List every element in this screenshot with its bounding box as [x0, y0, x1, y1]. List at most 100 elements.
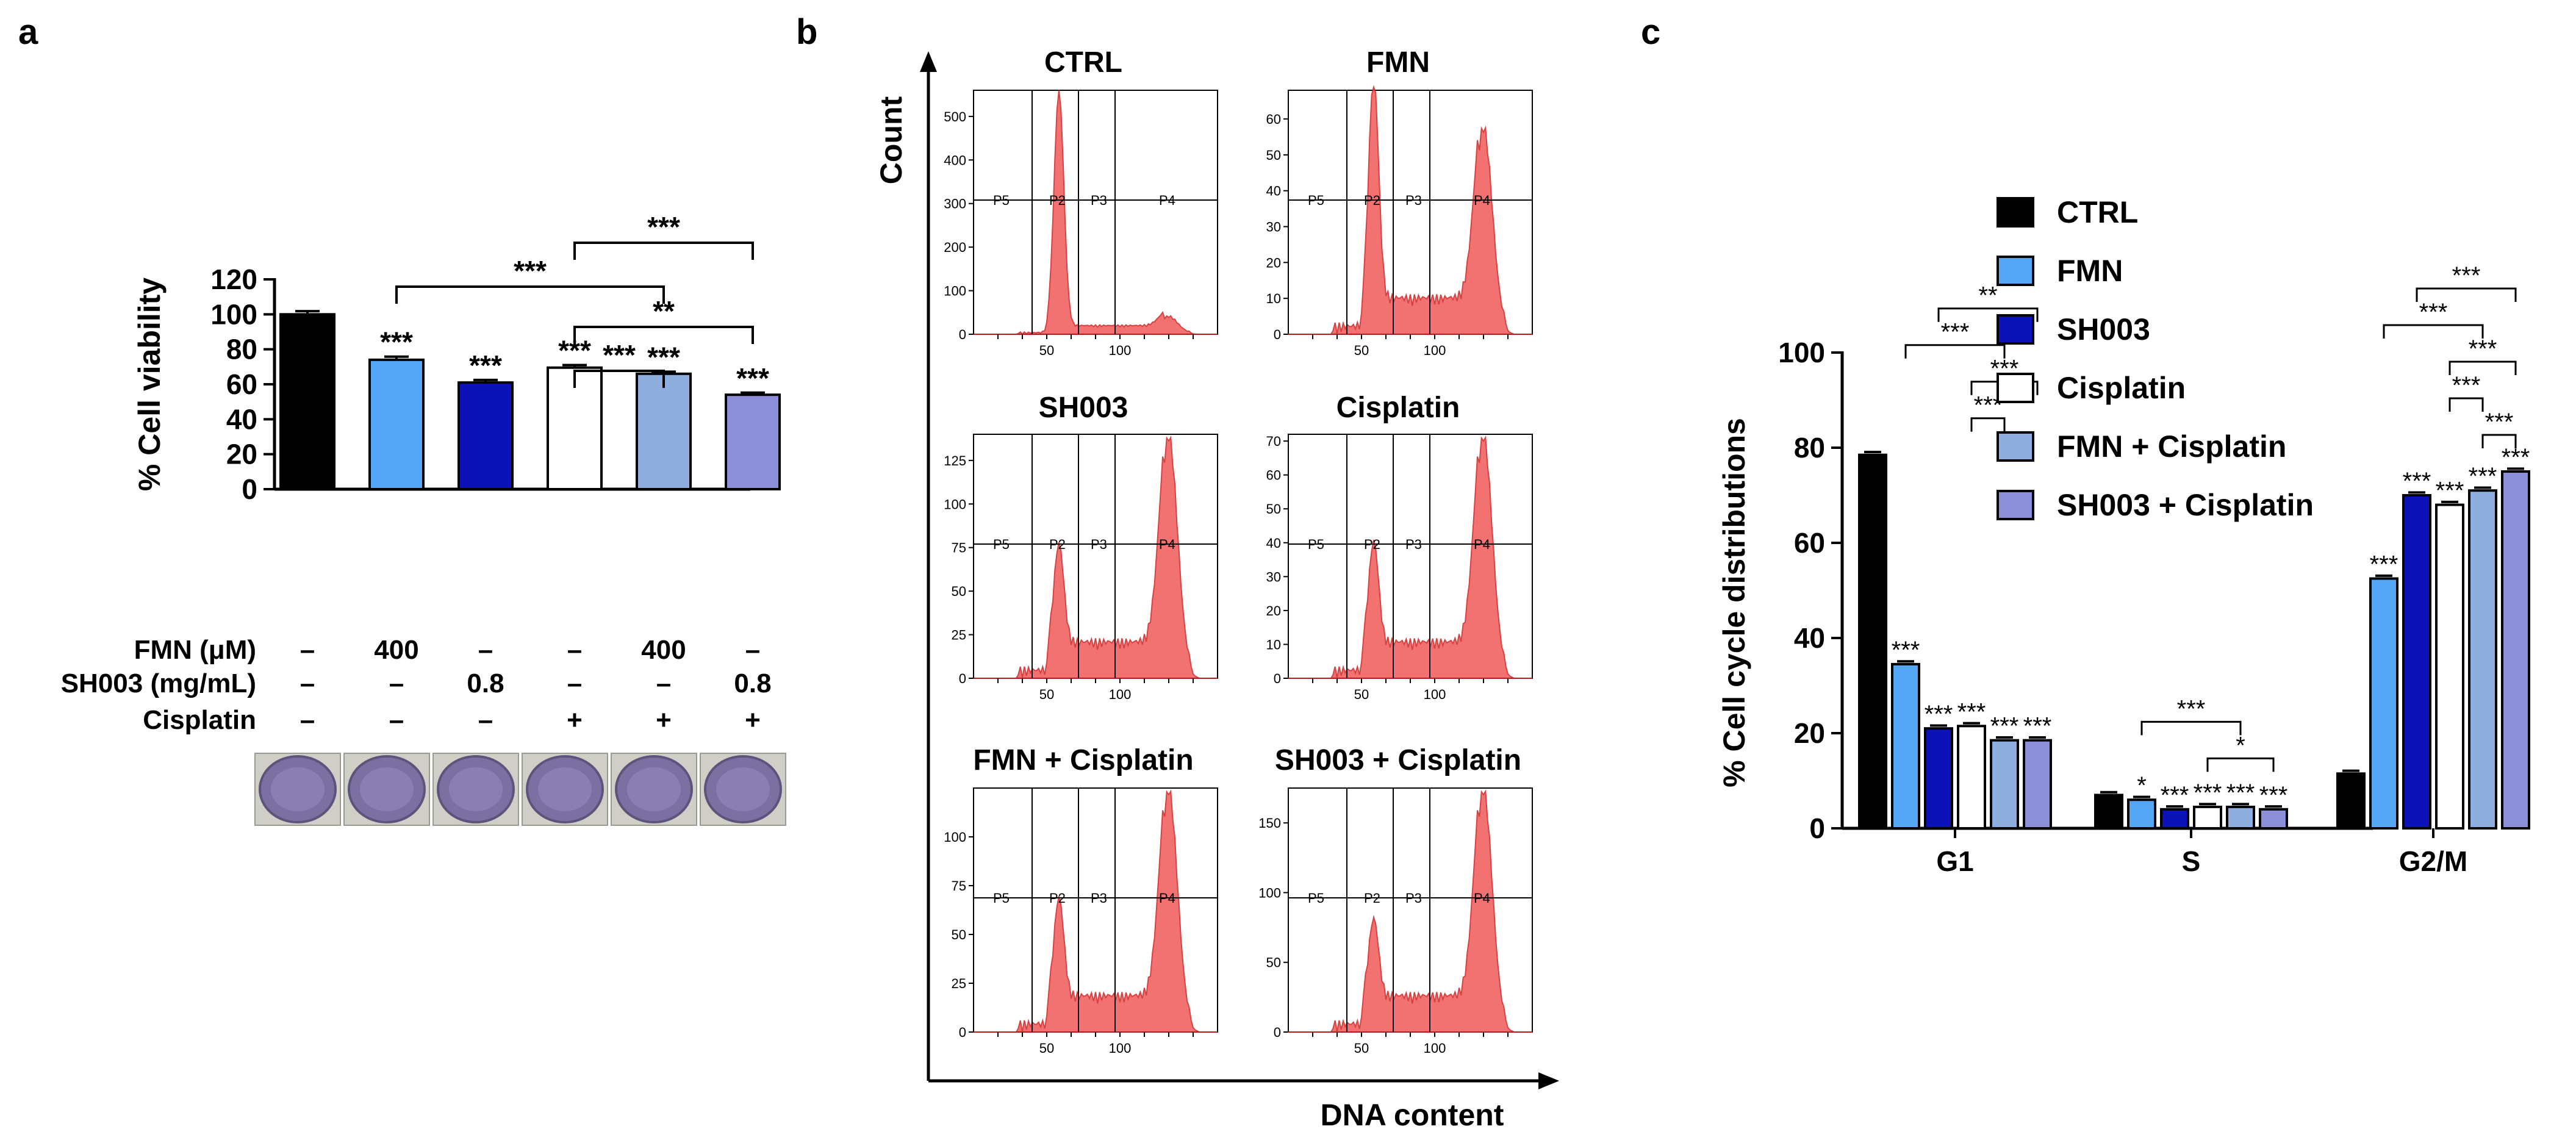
bar-sig-label-c: *** [1957, 698, 1986, 725]
histogram-y-tick-label-b: 30 [1266, 220, 1281, 235]
gate-label-b: P5 [993, 193, 1010, 208]
histogram-x-tick-label-b: 100 [1109, 1041, 1132, 1056]
bracket-label-c: *** [2452, 372, 2481, 399]
legend-swatch-c [1997, 314, 2034, 345]
bar-sig-label-a: *** [736, 362, 769, 394]
significance-bracket-c [1970, 417, 2006, 432]
condition-value-a: – [478, 635, 493, 665]
bar-sig-label-c: *** [2502, 444, 2530, 471]
histogram-y-tick-label-b: 20 [1266, 255, 1281, 270]
bar-sig-label-c: *** [1925, 701, 1953, 728]
bracket-label-c: *** [2469, 335, 2497, 362]
legend-swatch-c [1997, 197, 2034, 228]
y-tick-label-a: 20 [226, 439, 257, 470]
panel-letter-c: c [1641, 12, 1660, 52]
bar-c-sh003 [2160, 808, 2189, 830]
histogram-y-tick-label-b: 100 [1258, 885, 1281, 900]
histogram-y-tick-label-b: 100 [944, 497, 966, 512]
dna-axis-arrow-b [1538, 1072, 1559, 1089]
gate-label-b: P2 [1364, 193, 1380, 208]
histogram-y-tick-label-b: 125 [944, 453, 966, 468]
histogram-y-tick-label-b: 0 [1274, 671, 1281, 686]
bracket-label-c: *** [2177, 695, 2206, 722]
significance-bracket-a [573, 326, 754, 344]
bar-c-fmn-cisplatin [1990, 739, 2019, 830]
histogram-y-tick-label-b: 500 [944, 109, 966, 124]
histogram-area-b [974, 789, 1218, 1033]
legend-swatch-c [1997, 256, 2034, 286]
histogram-y-tick-label-b: 300 [944, 196, 966, 212]
condition-value-a: – [567, 635, 582, 665]
legend-entry-c: SH003 + Cisplatin [2057, 488, 2314, 522]
y-axis-title-a: % Cell viability [132, 278, 167, 491]
histogram-x-tick-label-b: 100 [1424, 687, 1446, 702]
bar-c-sh003-cisplatin [2501, 470, 2530, 830]
plate-well-center [271, 767, 325, 811]
plate-well-center [449, 767, 503, 811]
bracket-label-a: *** [514, 255, 547, 287]
significance-bracket-c [2416, 287, 2517, 302]
gate-label-b: P3 [1405, 891, 1422, 906]
histogram-x-tick-label-b: 50 [1354, 687, 1369, 702]
y-tick-label-c: 20 [1794, 717, 1825, 749]
bar-c-sh003-cisplatin [2023, 739, 2052, 830]
histogram-x-tick-label-b: 50 [1039, 687, 1054, 702]
bar-c-fmn [2127, 798, 2156, 830]
gate-label-b: P5 [993, 891, 1010, 906]
gate-label-b: P5 [1308, 537, 1324, 552]
count-axis-title-b: Count [874, 96, 908, 184]
x-tick-label-c: G1 [1936, 845, 1973, 877]
legend-swatch-c [1997, 373, 2034, 403]
y-tick-label-a: 120 [210, 263, 257, 295]
gate-label-b: P5 [1308, 193, 1324, 208]
bar-sig-label-a: *** [647, 341, 680, 373]
bar-c-cisplatin [2435, 503, 2464, 830]
x-tick-label-c: S [2182, 845, 2201, 877]
condition-value-a: + [567, 705, 583, 735]
bar-c-ctrl [1858, 453, 1887, 830]
bar-c-sh003 [1924, 727, 1953, 830]
gate-label-b: P3 [1091, 537, 1107, 552]
histogram-x-tick-label-b: 50 [1354, 343, 1369, 358]
bracket-label-c: * [2236, 732, 2245, 759]
plate-well-center [360, 767, 414, 811]
y-tick-label-a: 40 [226, 403, 257, 435]
histogram-x-tick-label-b: 100 [1109, 343, 1132, 358]
histogram-frame-b [973, 90, 1218, 335]
panel-c-cell-cycle-chart: 0 20 40 60 80 100 % Cell cycle distributions G1… [1717, 195, 2530, 877]
gate-label-b: P3 [1405, 193, 1422, 208]
condition-value-a: – [300, 669, 315, 698]
histogram-x-tick-label-b: 50 [1354, 1041, 1369, 1056]
legend-entry-c: SH003 [2057, 312, 2150, 346]
bar-c-fmn [2369, 577, 2398, 830]
y-tick-label-c: 0 [1809, 812, 1825, 844]
significance-bracket-a [395, 285, 665, 304]
bar-sig-label-c: *** [2370, 551, 2398, 578]
bar-sig-label-c: * [2137, 772, 2147, 799]
condition-value-a: 0.8 [734, 669, 771, 698]
bar-sig-label-c: *** [1990, 713, 2019, 740]
histogram-y-tick-label-b: 60 [1266, 112, 1281, 127]
condition-value-a: 400 [641, 635, 686, 665]
plate-well-center [627, 767, 681, 811]
y-tick-label-c: 60 [1794, 527, 1825, 559]
histogram-title-b: CTRL [1044, 46, 1122, 79]
gate-label-b: P4 [1159, 193, 1175, 208]
significance-bracket-c [1937, 307, 2039, 322]
significance-bracket-a [573, 242, 754, 260]
histogram-area-b [1288, 85, 1532, 335]
bar-c-cisplatin [1957, 725, 1986, 830]
y-tick-label-a: 80 [226, 334, 257, 365]
bar-a-sh003-cisplatin [725, 393, 781, 491]
histogram-y-tick-label-b: 0 [959, 671, 966, 686]
y-tick-label-c: 100 [1778, 337, 1825, 368]
histogram-x-tick-label-b: 50 [1039, 1041, 1054, 1056]
bar-sig-label-c: *** [1892, 637, 1920, 664]
dna-axis-title-b: DNA content [1321, 1098, 1504, 1132]
gate-label-b: P2 [1364, 891, 1380, 906]
histogram-y-tick-label-b: 70 [1266, 434, 1281, 449]
y-tick-label-a: 100 [210, 298, 257, 330]
histogram-x-tick-label-b: 50 [1039, 343, 1054, 358]
gate-label-b: P5 [993, 537, 1010, 552]
